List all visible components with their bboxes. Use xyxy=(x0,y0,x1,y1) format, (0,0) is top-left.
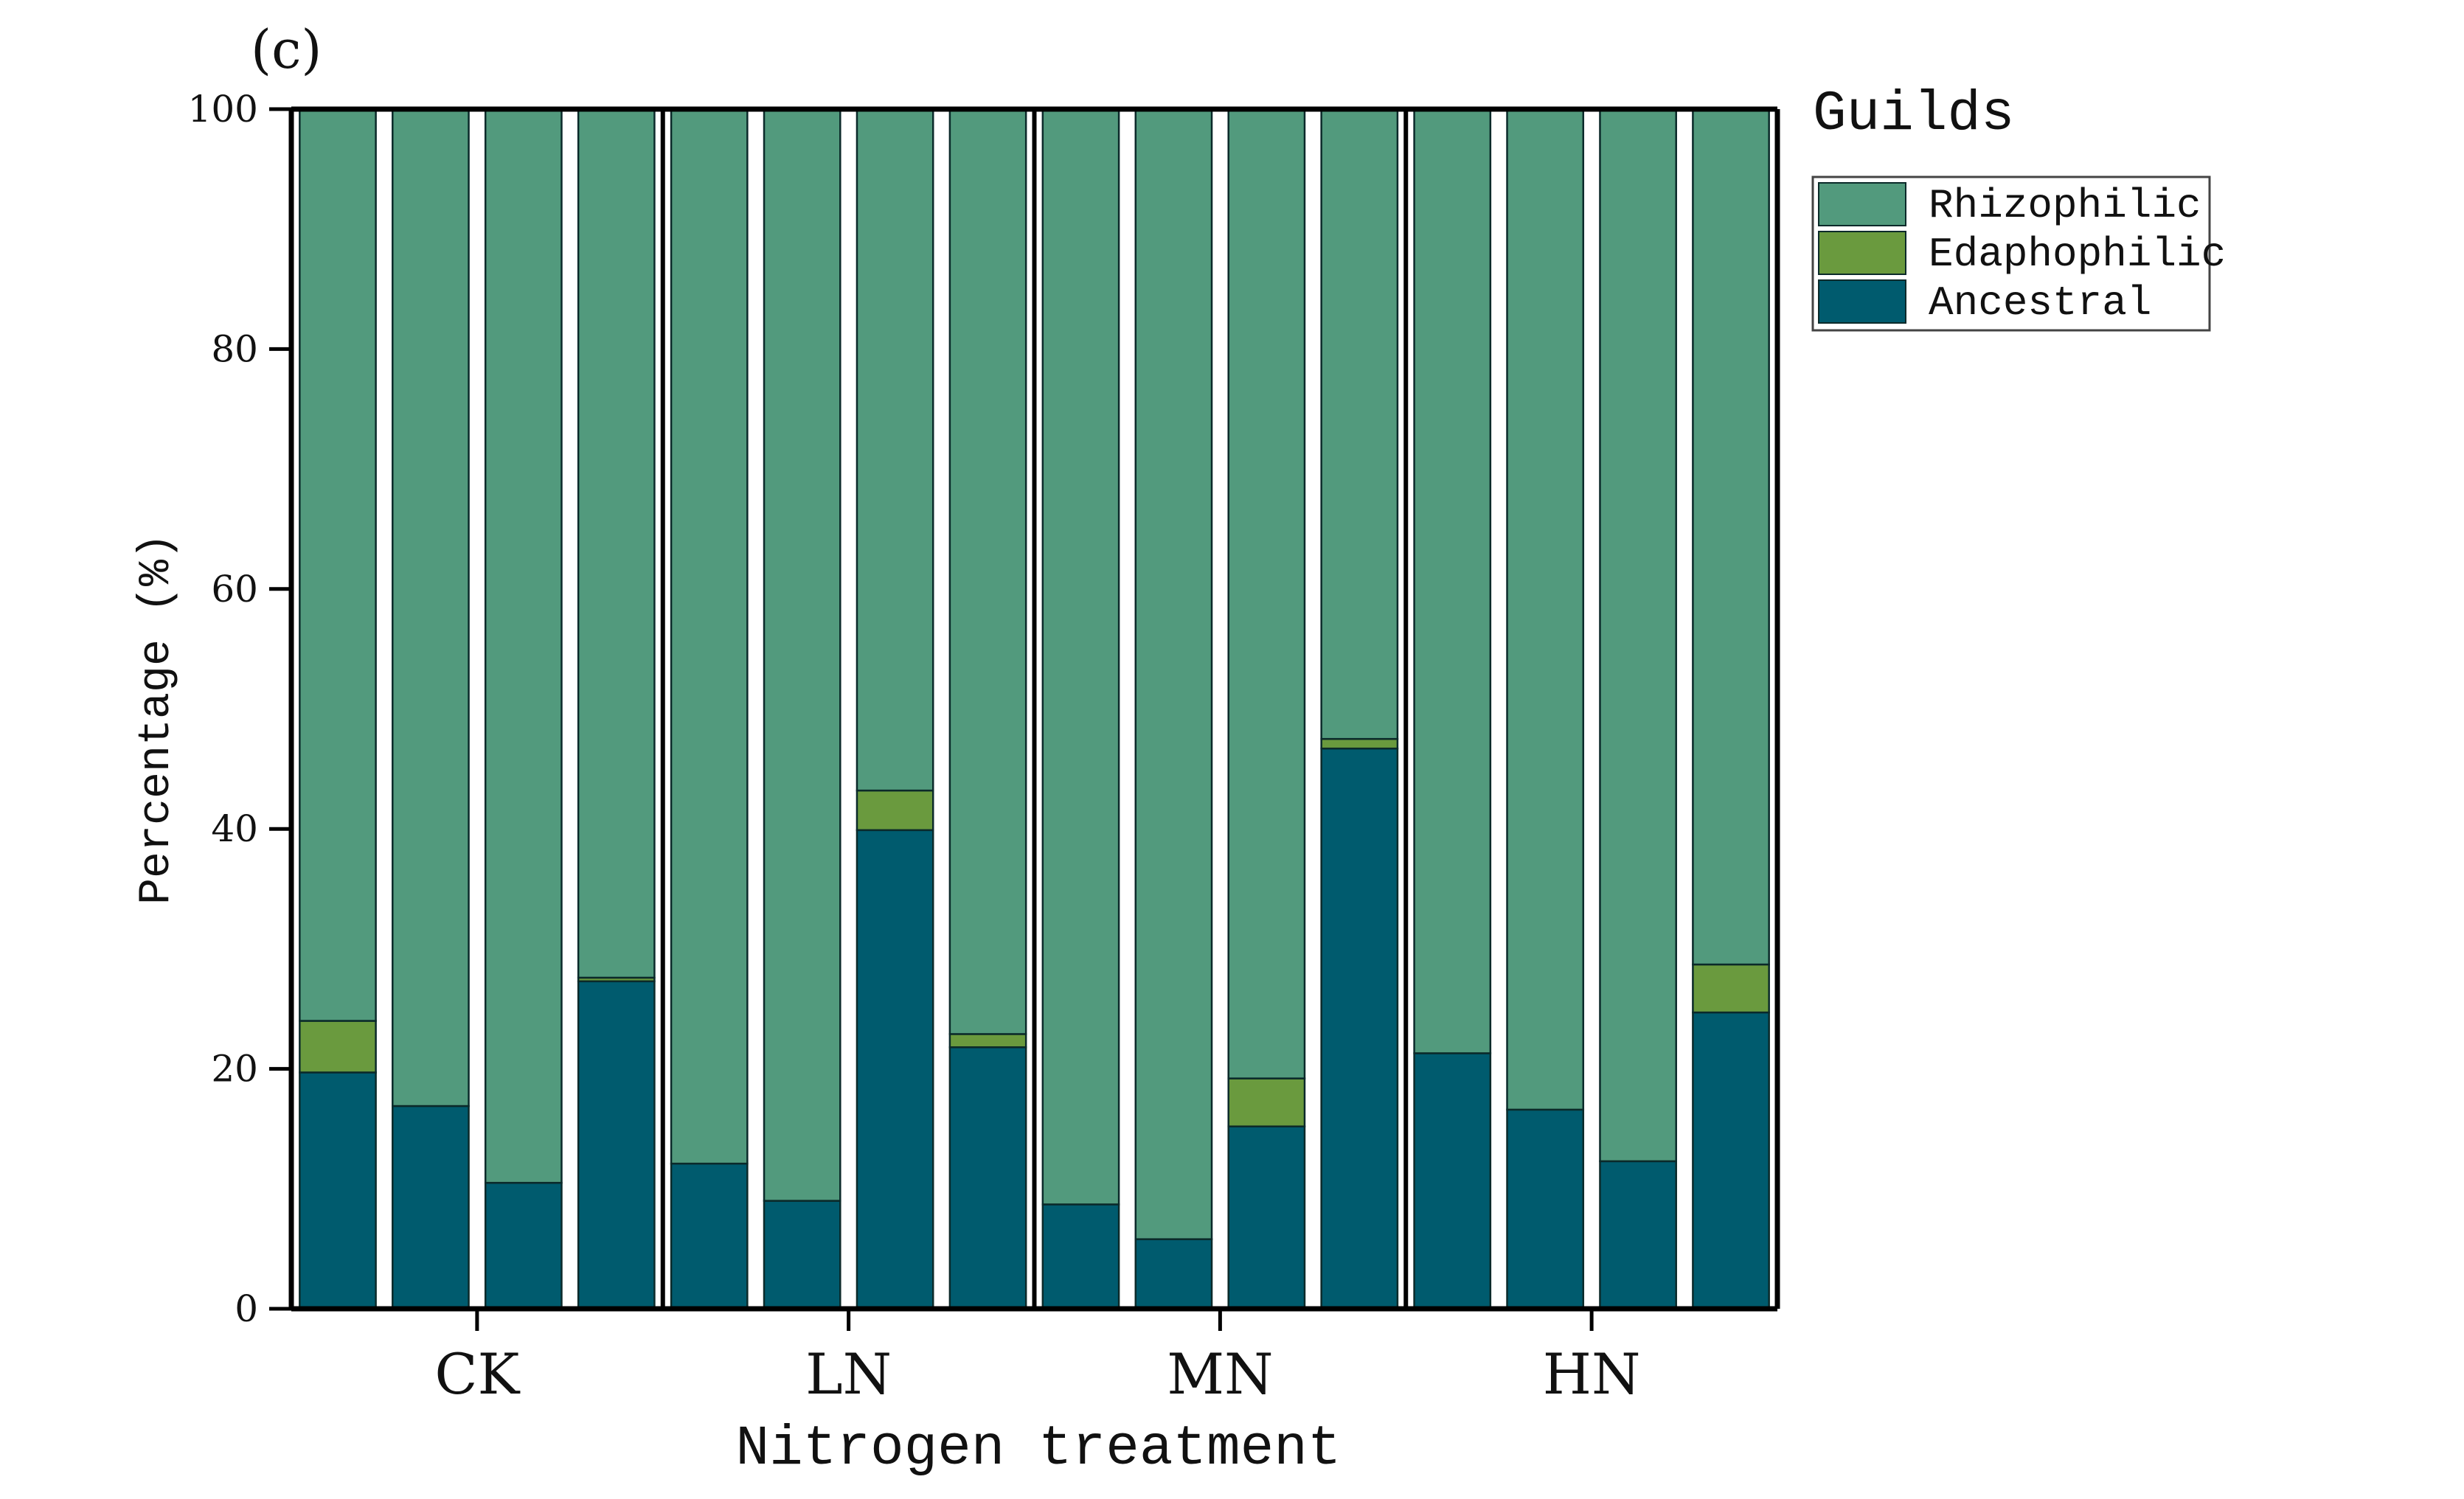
x-axis-title: Nitrogen treatment xyxy=(736,1417,1342,1481)
group-separators xyxy=(660,109,1409,1309)
bar-mn-1-rhizophilic xyxy=(1041,108,1120,1206)
bar-ln-4-ancestral xyxy=(948,1046,1027,1310)
y-ticks: 0 20 40 60 80 100 xyxy=(188,88,291,1330)
bar-ln-3-rhizophilic xyxy=(856,108,934,792)
bar-mn-3-ancestral xyxy=(1227,1125,1306,1310)
bar-ln-1-rhizophilic xyxy=(670,108,749,1165)
bar-mn-4-edaphophilic xyxy=(1320,737,1399,750)
y-tick-label: 0 xyxy=(235,1287,258,1330)
x-tick-label-hn: HN xyxy=(1543,1341,1641,1407)
bar-ck-4-ancestral xyxy=(577,980,656,1310)
bar-mn-1-ancestral xyxy=(1041,1203,1120,1310)
bar-hn-4-ancestral xyxy=(1692,1011,1770,1310)
x-tick-label-mn: MN xyxy=(1167,1341,1273,1407)
bar-ck-3-ancestral xyxy=(484,1181,563,1310)
y-tick-label: 20 xyxy=(211,1048,258,1091)
bar-ck-2-rhizophilic xyxy=(392,108,470,1107)
bar-hn-1-rhizophilic xyxy=(1413,108,1492,1054)
bar-hn-4-edaphophilic xyxy=(1692,963,1770,1014)
legend-box xyxy=(1811,175,2211,332)
bar-hn-1-ancestral xyxy=(1413,1052,1492,1310)
axes xyxy=(288,106,1780,1312)
bar-ln-4-edaphophilic xyxy=(948,1033,1027,1048)
bar-mn-4-ancestral xyxy=(1320,747,1399,1310)
bar-mn-4-rhizophilic xyxy=(1320,108,1399,740)
legend-swatch-ancestral xyxy=(1818,279,1906,324)
bar-mn-2-rhizophilic xyxy=(1134,108,1213,1240)
bar-ck-2-ancestral xyxy=(392,1105,470,1310)
legend-swatch-edaphophilic xyxy=(1818,231,1906,275)
panel-label: (c) xyxy=(251,18,322,80)
bar-hn-2-ancestral xyxy=(1506,1108,1585,1310)
bar-hn-4-rhizophilic xyxy=(1692,108,1770,966)
bar-hn-3-ancestral xyxy=(1599,1160,1677,1310)
bar-ck-4-rhizophilic xyxy=(577,108,656,979)
legend-label-ancestral: Ancestral xyxy=(1929,279,2151,327)
bar-hn-2-rhizophilic xyxy=(1506,108,1585,1111)
legend-label-rhizophilic: Rhizophilic xyxy=(1929,182,2201,229)
bar-ln-3-edaphophilic xyxy=(856,789,934,832)
bar-ck-1-rhizophilic xyxy=(299,108,377,1022)
bar-ck-1-edaphophilic xyxy=(299,1020,377,1074)
x-tick-label-ck: CK xyxy=(434,1341,520,1407)
bar-ln-4-rhizophilic xyxy=(948,108,1027,1035)
bar-ck-3-rhizophilic xyxy=(484,108,563,1184)
y-tick-label: 80 xyxy=(211,327,258,370)
bar-ln-3-ancestral xyxy=(856,829,934,1310)
x-ticks: CK LN MN HN xyxy=(434,1309,1641,1407)
y-axis-title: Percentage (%) xyxy=(132,533,182,905)
x-tick-label-ln: LN xyxy=(805,1341,892,1407)
legend-label-edaphophilic: Edaphophilic xyxy=(1929,231,2226,278)
bar-mn-2-ancestral xyxy=(1134,1238,1213,1310)
bar-ln-2-rhizophilic xyxy=(763,108,841,1202)
bar-ln-1-ancestral xyxy=(670,1162,749,1310)
y-tick-label: 60 xyxy=(211,568,258,611)
bar-ln-2-ancestral xyxy=(763,1200,841,1310)
bar-mn-3-rhizophilic xyxy=(1227,108,1306,1079)
bar-hn-3-rhizophilic xyxy=(1599,108,1677,1163)
y-tick-label: 40 xyxy=(211,807,258,850)
legend-title: Guilds xyxy=(1813,83,2015,146)
bar-ck-1-ancestral xyxy=(299,1071,377,1310)
bar-mn-3-edaphophilic xyxy=(1227,1077,1306,1127)
y-tick-label: 100 xyxy=(188,88,258,131)
legend-swatch-rhizophilic xyxy=(1818,182,1906,226)
bars-layer xyxy=(299,108,1770,1310)
